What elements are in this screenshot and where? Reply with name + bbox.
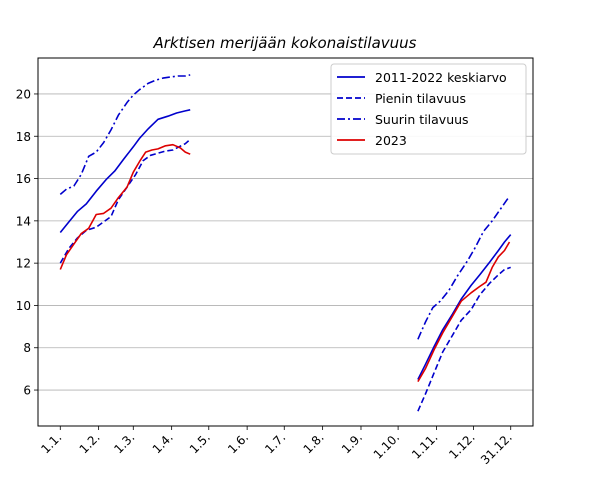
y-tick-label: 8: [23, 341, 31, 355]
y-tick-label: 20: [16, 87, 31, 101]
legend-label: Suurin tilavuus: [375, 112, 469, 127]
plot-frame: [37, 57, 534, 427]
series-line-segment: [417, 266, 511, 412]
y-tick-label: 14: [16, 214, 31, 228]
legend-box: [330, 63, 527, 155]
series-layer: [59, 74, 512, 412]
legend-label: 2023: [375, 133, 407, 148]
legend-label: Pienin tilavuus: [375, 91, 466, 106]
y-tick-label: 10: [16, 299, 31, 313]
y-tick-label: 18: [16, 130, 31, 144]
y-axis: 6 8 10 12 14 16 18 20: [16, 87, 38, 398]
series-3: [59, 143, 511, 383]
series-line-segment: [59, 74, 191, 196]
y-tick-label: 6: [23, 384, 31, 398]
series-line-segment: [417, 196, 511, 340]
series-2: [59, 74, 511, 340]
legend: 2011-2022 keskiarvo Pienin tilavuus Suurin…: [330, 63, 527, 155]
series-0: [59, 109, 512, 380]
series-line-segment: [417, 234, 512, 380]
y-tick-label: 16: [16, 172, 31, 186]
legend-label: 2011-2022 keskiarvo: [375, 70, 507, 85]
series-line-segment: [59, 143, 191, 270]
chart-title: Arktisen merijään kokonaistilavuus: [152, 34, 416, 52]
y-tick-label: 12: [16, 257, 31, 271]
series-line-segment: [59, 109, 191, 234]
series-line-segment: [417, 241, 511, 383]
